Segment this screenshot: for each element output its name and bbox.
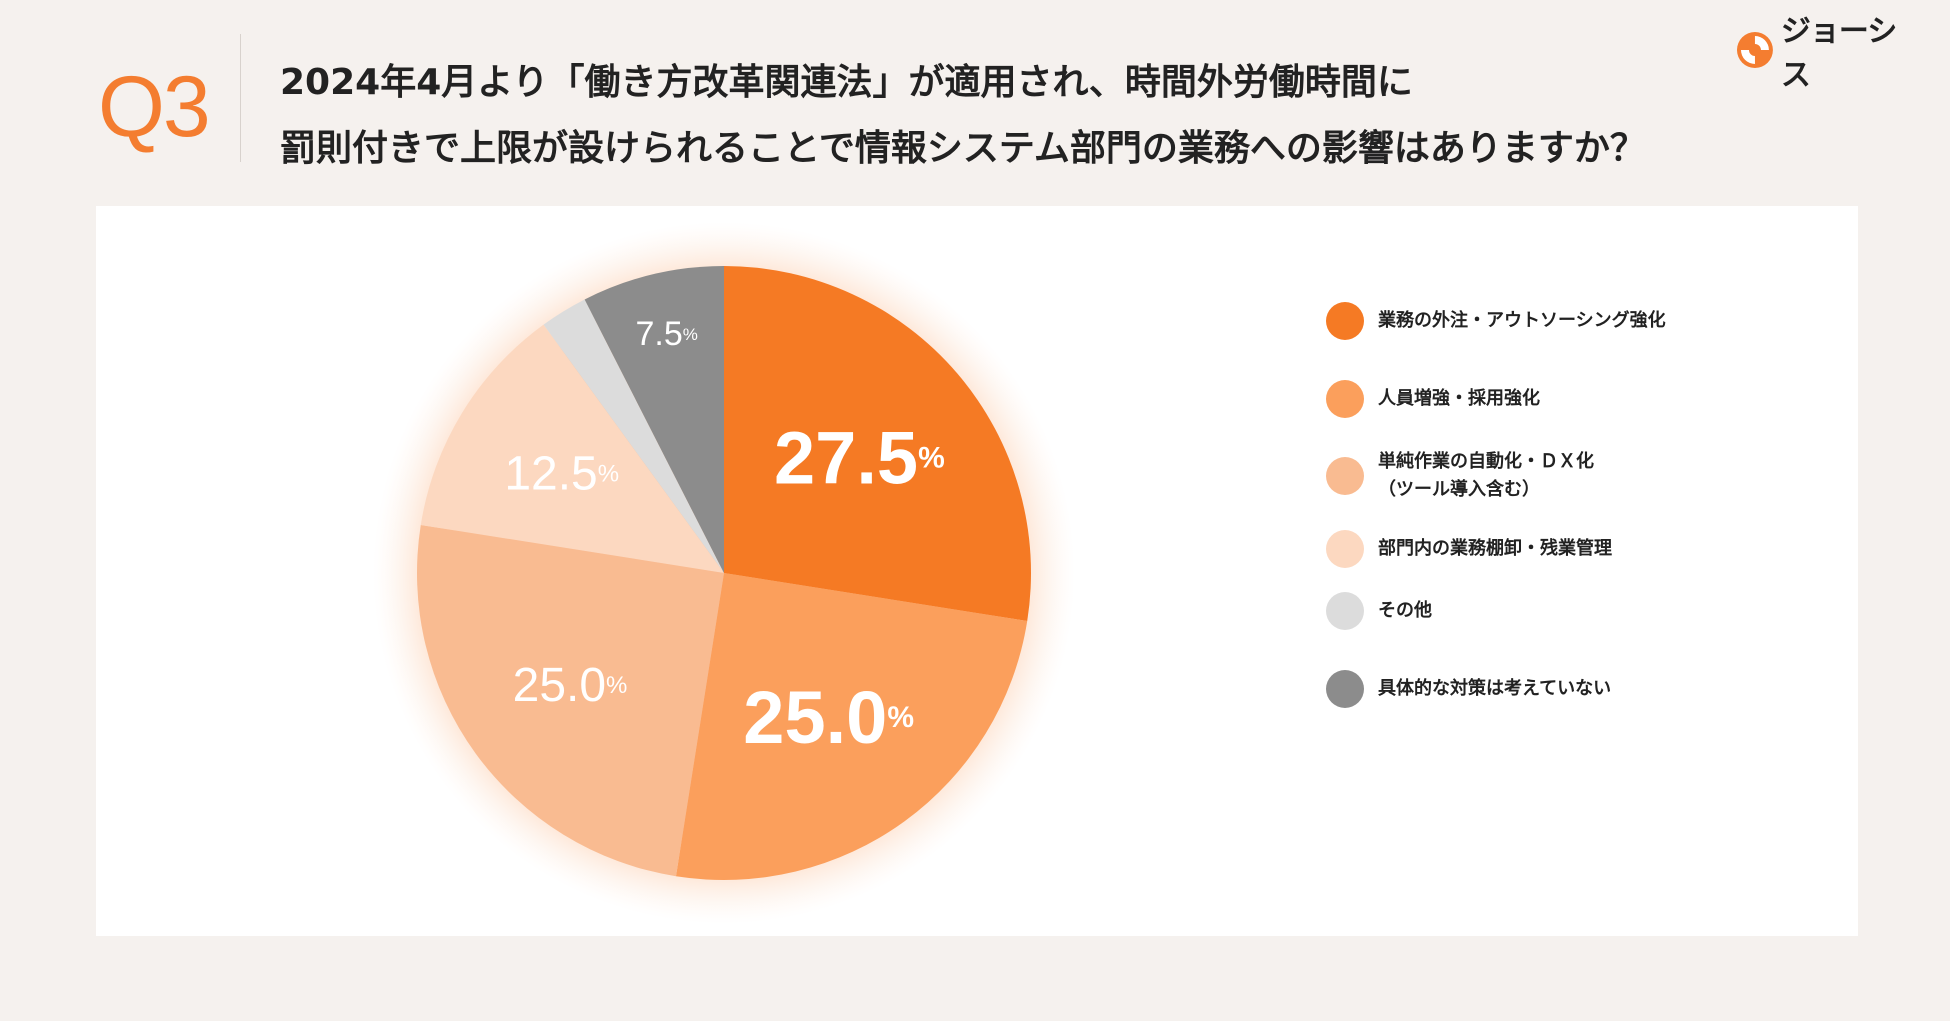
question-line-2: 罰則付きで上限が設けられることで情報システム部門の業務への影響はありますか？ xyxy=(280,128,1646,169)
question-text: 2024年4月より「働き方改革関連法」が適用され、時間外労働時間に 罰則付きで上… xyxy=(280,50,1800,182)
legend-swatch xyxy=(1326,380,1364,418)
question-number: Q3 xyxy=(98,59,211,155)
legend-swatch xyxy=(1326,530,1364,568)
header-divider xyxy=(240,34,241,162)
pie-value-label-0: 27.5% xyxy=(774,416,945,499)
pie-slice-5 xyxy=(584,266,724,573)
pie-slice-1 xyxy=(675,573,1028,880)
pie-value-label-5: 7.5% xyxy=(635,315,697,353)
pie-value-label-3: 12.5% xyxy=(504,447,619,500)
legend-label: その他 xyxy=(1378,600,1432,621)
pie-slice-3 xyxy=(420,324,724,573)
chart-panel: 27.5% 25.0% 25.0% 12.5% 7.5% 業務の外注・アウトソーシング強… xyxy=(96,206,1858,936)
pie-slice-2 xyxy=(416,524,724,877)
legend-swatch xyxy=(1326,457,1364,495)
legend-swatch xyxy=(1326,302,1364,340)
brand-logo: ジョーシス xyxy=(1735,14,1925,93)
legend-item-1: 人員増強・採用強化 xyxy=(1326,380,1540,418)
pie-slice-4 xyxy=(543,299,724,573)
pie-value-label-1: 25.0% xyxy=(743,676,914,759)
legend-item-3: 部門内の業務棚卸・残業管理 xyxy=(1326,530,1612,568)
legend-label: 業務の外注・アウトソーシング強化 xyxy=(1378,310,1666,331)
pie-labels: 27.5% 25.0% 25.0% 12.5% 7.5% xyxy=(504,315,944,758)
legend-item-2: 単純作業の自動化・ＤＸ化 （ツール導入含む） xyxy=(1326,448,1594,504)
legend-swatch xyxy=(1326,670,1364,708)
legend-label: 部門内の業務棚卸・残業管理 xyxy=(1378,538,1612,559)
legend-item-0: 業務の外注・アウトソーシング強化 xyxy=(1326,302,1666,340)
pie-slice-0 xyxy=(724,266,1031,622)
legend-label: 具体的な対策は考えていない xyxy=(1378,678,1612,699)
brand-name: ジョーシス xyxy=(1780,14,1897,93)
pie-value-label-2: 25.0% xyxy=(513,658,628,711)
legend-label: 人員増強・採用強化 xyxy=(1378,388,1540,409)
pie-chart: 27.5% 25.0% 25.0% 12.5% 7.5% xyxy=(373,222,1075,924)
legend-label: 単純作業の自動化・ＤＸ化 （ツール導入含む） xyxy=(1378,451,1594,500)
legend-swatch xyxy=(1326,592,1364,630)
legend-item-5: 具体的な対策は考えていない xyxy=(1326,670,1611,708)
pie-slices xyxy=(416,266,1031,880)
question-line-1: 2024年4月より「働き方改革関連法」が適用され、時間外労働時間に xyxy=(280,62,1413,103)
legend-item-4: その他 xyxy=(1326,592,1432,630)
brand-mark-icon xyxy=(1736,32,1773,68)
